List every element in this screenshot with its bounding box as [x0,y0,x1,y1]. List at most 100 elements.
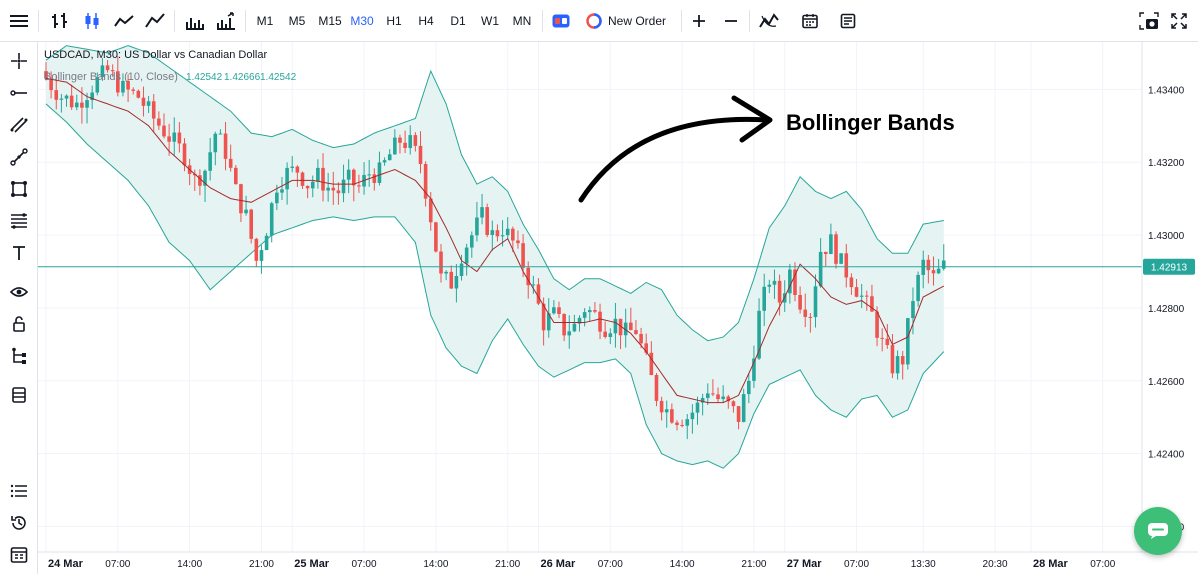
volume-icon[interactable] [183,8,207,34]
candle-body [906,318,910,365]
candle-body [880,337,884,339]
timeframe-m15[interactable]: M15 [318,14,342,28]
candle-body [731,401,736,407]
candle-body [870,296,874,312]
notes-icon[interactable] [836,8,860,34]
fibonacci-icon[interactable] [7,209,31,233]
candle-body [44,71,48,79]
candle-body [500,235,505,237]
candle-body [777,280,782,303]
candle-body [131,89,136,91]
candle-body [916,274,920,302]
list-icon[interactable] [7,479,31,503]
candle-body [244,209,248,214]
horizontal-line-icon[interactable] [7,81,31,105]
candle-body [116,71,120,93]
indicator-middle-value: 1.42666 [224,72,261,83]
new-order-button[interactable]: New Order [586,8,676,34]
lock-icon[interactable] [7,312,31,336]
hamburger-icon[interactable] [8,8,30,34]
candle-body [772,280,777,285]
candle-body [936,268,941,274]
bars-icon[interactable] [48,8,72,34]
candle-body [859,295,864,297]
candle-body [290,166,295,168]
new-order-label: New Order [608,14,667,28]
candle-body [285,167,289,190]
crosshair-icon[interactable] [7,49,31,73]
parallel-lines-icon[interactable] [7,113,31,137]
candle-body [762,286,766,311]
text-icon[interactable] [7,241,31,265]
candle-body [767,284,772,287]
candles-icon[interactable] [80,8,104,34]
timeframe-m5[interactable]: M5 [288,14,306,28]
price-tick-label: 1.42400 [1148,450,1185,461]
zoom-out-icon[interactable] [720,8,742,34]
calendar-icon[interactable] [798,8,822,34]
timeframe-mn[interactable]: MN [512,14,532,28]
candle-body [603,331,607,337]
candle-body [136,90,141,98]
time-tick-label: 27 Mar [787,558,823,570]
area-icon[interactable] [143,8,167,34]
eye-icon[interactable] [7,280,31,304]
timeframe-w1[interactable]: W1 [481,14,499,28]
candle-body [234,167,238,185]
timeframe-m30[interactable]: M30 [350,14,374,28]
candle-body [121,80,125,93]
line-icon[interactable] [112,8,136,34]
candle-body [618,318,623,336]
current-price-value: 1.42913 [1151,262,1188,273]
indicators-icon[interactable] [757,8,781,34]
candle-body [670,409,674,423]
candle-body [577,317,582,324]
timeframe-d1[interactable]: D1 [450,14,466,28]
candle-body [741,394,746,422]
candle-body [321,167,325,191]
candle-body [464,247,469,264]
timeframe-h1[interactable]: H1 [386,14,402,28]
trend-line-icon[interactable] [7,145,31,169]
candle-body [54,90,59,100]
candle-body [695,402,700,413]
price-axis[interactable]: 1.43400 1.43200 1.43000 1.42800 1.42600 1.424… [1148,85,1185,533]
layers-icon[interactable] [7,383,31,407]
time-tick-label: 07:00 [1090,559,1115,570]
shapes-icon[interactable] [7,177,31,201]
history-icon[interactable] [7,511,31,535]
price-chart[interactable]: 1.43400 1.43200 1.43000 1.42800 1.42600 1.424… [38,42,1198,574]
candle-body [269,203,274,236]
candle-body [146,101,151,106]
time-tick-label: 25 Mar [294,558,330,570]
candle-body [705,393,710,398]
calendar-grid-icon[interactable] [7,543,31,567]
zoom-in-icon[interactable] [688,8,710,34]
tree-icon[interactable] [7,344,31,368]
candle-body [377,162,382,183]
candle-body [793,269,797,295]
snapshot-icon[interactable] [1137,8,1161,34]
trade-toggle-icon[interactable] [549,8,573,34]
indicators-volume-icon[interactable] [214,8,238,34]
time-tick-label: 14:00 [423,559,448,570]
candle-body [167,136,171,142]
chat-button[interactable] [1134,507,1182,555]
candle-body [931,270,936,274]
candle-body [449,271,454,289]
fullscreen-icon[interactable] [1167,8,1191,34]
candle-body [567,331,572,336]
time-axis[interactable]: 24 Mar 07:00 14:00 21:00 25 Mar 07:00 14:00 21:… [48,558,1116,570]
candle-body [469,235,474,248]
candle-body [531,284,536,286]
time-tick-label: 14:00 [670,559,695,570]
candle-body [685,419,690,426]
candle-body [393,137,397,155]
candle-body [757,310,761,359]
timeframe-h4[interactable]: H4 [418,14,434,28]
candle-body [485,207,489,236]
candle-body [521,243,525,268]
candle-body [644,343,649,353]
timeframe-m1[interactable]: M1 [256,14,274,28]
candle-body [849,277,854,288]
